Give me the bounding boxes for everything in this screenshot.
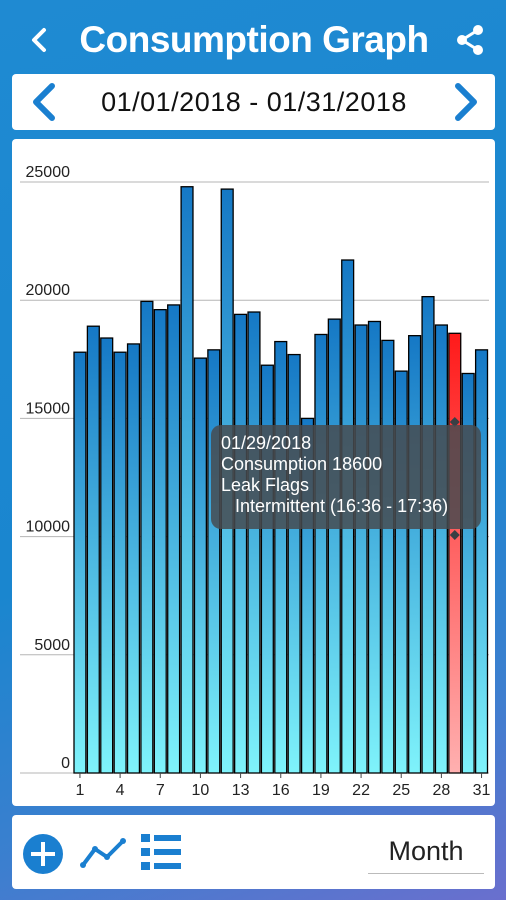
bar[interactable] <box>233 313 248 774</box>
period-select[interactable]: Month <box>368 829 484 874</box>
bar[interactable] <box>434 324 448 774</box>
x-tick-label: 10 <box>192 782 210 799</box>
bar[interactable] <box>207 349 221 774</box>
list-icon[interactable] <box>140 832 182 872</box>
tooltip-flag: Intermittent (16:36 - 17:36) <box>235 496 449 516</box>
bar-selected[interactable] <box>448 332 462 774</box>
x-tick-label: 22 <box>352 782 370 799</box>
line-chart-icon[interactable] <box>80 835 126 871</box>
bar[interactable] <box>287 353 301 774</box>
bar[interactable] <box>153 309 167 774</box>
y-tick-label: 15000 <box>26 400 71 417</box>
date-range-bar: 01/01/2018 - 01/31/2018 <box>12 74 495 130</box>
bar[interactable] <box>260 364 274 774</box>
x-tick-label: 1 <box>75 782 84 799</box>
x-tick-label: 13 <box>232 782 250 799</box>
x-tick-label: 28 <box>432 782 450 799</box>
bar[interactable] <box>421 296 435 774</box>
bar[interactable] <box>314 333 328 774</box>
x-tick-label: 25 <box>392 782 410 799</box>
x-tick-label: 16 <box>272 782 290 799</box>
bar[interactable] <box>193 357 208 774</box>
bar[interactable] <box>180 186 194 774</box>
bar[interactable] <box>367 320 382 774</box>
bar[interactable] <box>274 340 288 774</box>
page-title: Consumption Graph <box>79 19 429 60</box>
chevron-right-icon[interactable] <box>446 80 486 124</box>
bar[interactable] <box>474 349 489 774</box>
bar[interactable] <box>408 335 422 774</box>
x-tick-label: 31 <box>473 782 491 799</box>
share-icon[interactable] <box>452 22 488 58</box>
bottom-toolbar: Month <box>12 815 495 889</box>
bar[interactable] <box>167 304 181 774</box>
x-tick-label: 7 <box>156 782 165 799</box>
bar[interactable] <box>113 351 127 774</box>
selection-marker <box>449 417 460 427</box>
bar[interactable] <box>86 325 100 774</box>
bar[interactable] <box>381 339 395 774</box>
y-tick-label: 0 <box>61 755 70 772</box>
bar[interactable] <box>247 311 261 774</box>
bar[interactable] <box>126 343 141 774</box>
x-tick-label: 19 <box>312 782 330 799</box>
tooltip-date: 01/29/2018 <box>221 433 312 453</box>
y-tick-label: 25000 <box>26 164 71 181</box>
y-tick-label: 5000 <box>34 637 70 654</box>
date-range-label: 01/01/2018 - 01/31/2018 <box>101 87 407 117</box>
tooltip-flags-label: Leak Flags <box>221 475 310 495</box>
bar[interactable] <box>73 351 87 774</box>
x-tick-label: 4 <box>116 782 125 799</box>
bar[interactable] <box>140 300 154 774</box>
selection-marker <box>449 530 460 540</box>
chart-tooltip: 01/29/2018 Consumption 18600 Leak Flags … <box>211 425 481 529</box>
bar[interactable] <box>354 324 368 774</box>
bar[interactable] <box>300 417 315 774</box>
tooltip-consumption: Consumption 18600 <box>221 454 383 474</box>
bar[interactable] <box>327 318 341 774</box>
consumption-chart: 0 5000 10000 15000 20000 25000 1 4 7 10 13 16 19 22 2… <box>12 139 495 806</box>
y-tick-label: 20000 <box>26 282 71 299</box>
app-header: Consumption Graph <box>0 0 506 78</box>
y-tick-label: 10000 <box>26 519 71 536</box>
add-icon[interactable] <box>22 833 64 875</box>
bar[interactable] <box>461 372 475 774</box>
bar[interactable] <box>100 337 114 774</box>
back-icon[interactable] <box>22 22 56 58</box>
chevron-left-icon[interactable] <box>24 80 64 124</box>
